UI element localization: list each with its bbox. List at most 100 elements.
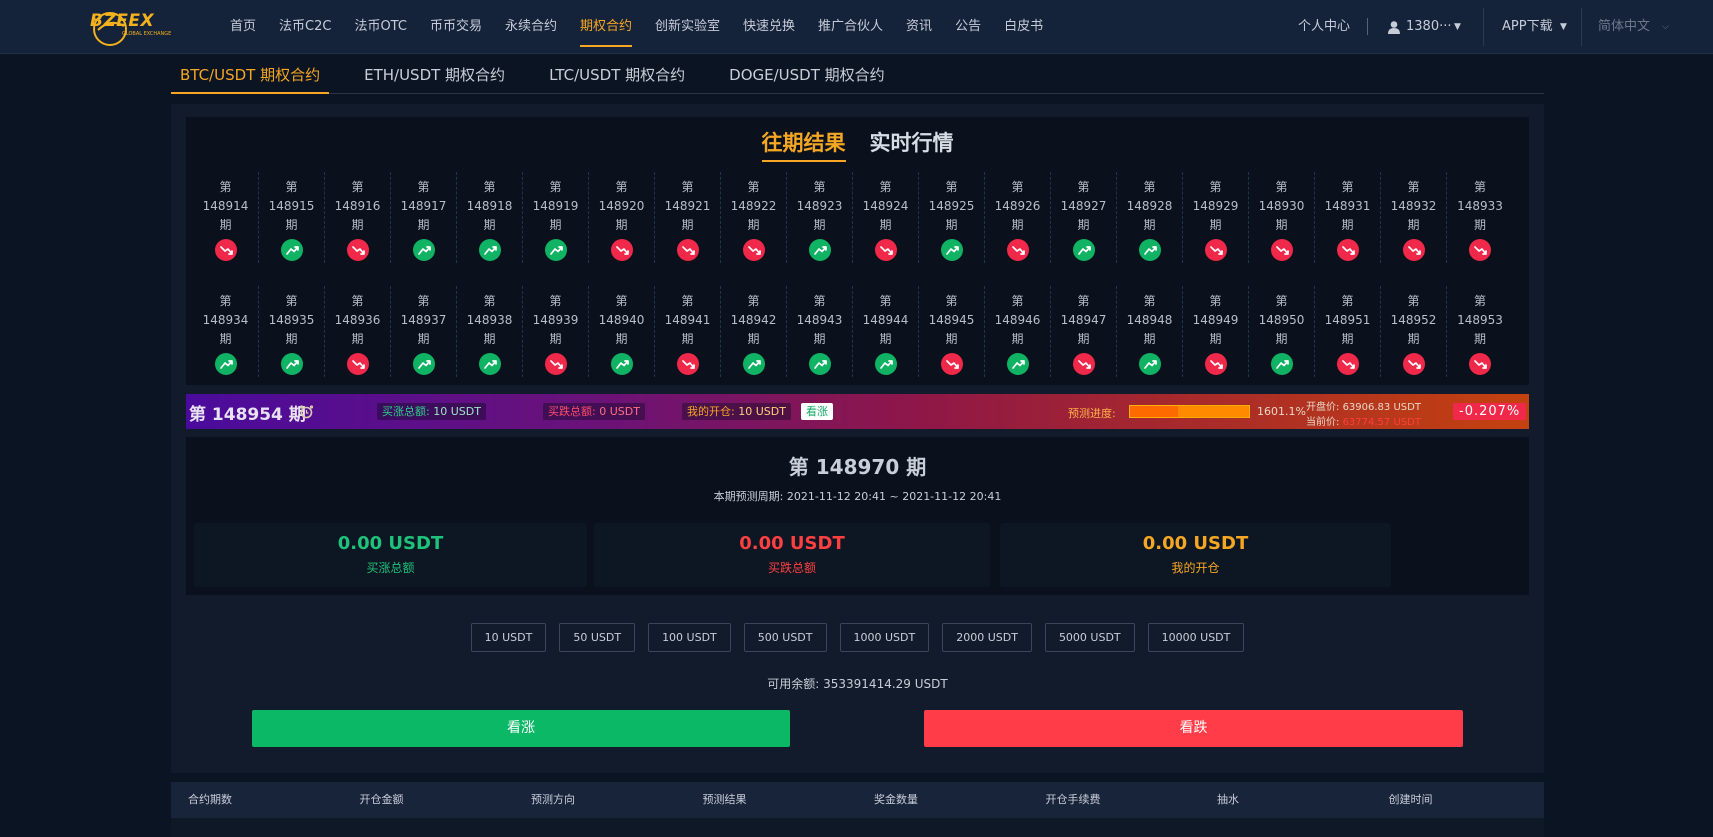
history-panel: 往期结果 实时行情 第 148914 期第 148915 期第 148916 期第 148917… bbox=[186, 117, 1529, 385]
current-period-panel: 第 148970 期 本期预测周期: 2021-11-12 20:41 ~ 20… bbox=[186, 437, 1529, 595]
period-suffix: 期 bbox=[879, 218, 892, 232]
table-header: 合约期数 bbox=[188, 793, 232, 806]
period-number: 148946 bbox=[994, 313, 1041, 327]
period-suffix: 期 bbox=[1407, 332, 1420, 346]
user-center[interactable]: 个人中心 bbox=[1298, 19, 1351, 34]
buy-down-button[interactable]: 看跌 bbox=[924, 710, 1463, 747]
period-prefix: 第 bbox=[1275, 180, 1288, 194]
app-download[interactable]: APP下载 bbox=[1502, 19, 1553, 34]
period-number: 148923 bbox=[796, 199, 843, 213]
period-number: 148932 bbox=[1390, 199, 1437, 213]
amount-button[interactable]: 10000 USDT bbox=[1147, 623, 1245, 652]
period-cell: 第 148949 期 bbox=[1183, 286, 1249, 377]
up-icon bbox=[280, 353, 303, 375]
label: 买跌总额: bbox=[548, 405, 596, 418]
period-suffix: 期 bbox=[219, 332, 232, 346]
period-cell: 第 148932 期 bbox=[1381, 172, 1447, 263]
nav-item[interactable]: 永续合约 bbox=[504, 19, 557, 34]
period-number: 148938 bbox=[466, 313, 513, 327]
period-suffix: 期 bbox=[681, 218, 694, 232]
nav-item[interactable]: 法币OTC bbox=[354, 19, 407, 34]
up-icon bbox=[412, 353, 435, 375]
nav-item[interactable]: 首页 bbox=[230, 19, 257, 34]
period-prefix: 第 bbox=[1473, 294, 1486, 308]
period-number: 148939 bbox=[532, 313, 579, 327]
orders-table-header: 合约期数 开仓金额 预测方向 预测结果 奖金数量 开仓手续费 抽水 创建时间 bbox=[171, 782, 1544, 818]
down-icon bbox=[1204, 239, 1227, 261]
period-number: 148915 bbox=[268, 199, 315, 213]
period-cell: 第 148950 期 bbox=[1249, 286, 1315, 377]
up-icon bbox=[742, 353, 765, 375]
stat-box: 0.00 USDT 买跌总额 bbox=[594, 523, 990, 587]
period-number: 148918 bbox=[466, 199, 513, 213]
down-icon bbox=[1006, 239, 1029, 261]
amount-button[interactable]: 2000 USDT bbox=[942, 623, 1032, 652]
period-cell: 第 148929 期 bbox=[1183, 172, 1249, 263]
period-cell: 第 148947 期 bbox=[1051, 286, 1117, 377]
amount-options: 10 USDT 50 USDT 100 USDT 500 USDT 1000 USDT 2… bbox=[171, 623, 1544, 652]
period-number: 148917 bbox=[400, 199, 447, 213]
period-prefix: 第 bbox=[681, 294, 694, 308]
period-suffix: 期 bbox=[1011, 218, 1024, 232]
nav-item[interactable]: 公告 bbox=[955, 19, 982, 34]
period-prefix: 第 bbox=[483, 294, 496, 308]
period-cell: 第 148936 期 bbox=[325, 286, 391, 377]
label: 开盘价: bbox=[1306, 402, 1340, 413]
amount-button[interactable]: 1000 USDT bbox=[839, 623, 930, 652]
period-cell: 第 148951 期 bbox=[1315, 286, 1381, 377]
period-cell: 第 148948 期 bbox=[1117, 286, 1183, 377]
language-select[interactable]: 简体中文 bbox=[1598, 19, 1651, 34]
nav-item[interactable]: 期权合约 bbox=[579, 0, 633, 54]
nav-item[interactable]: 创新实验室 bbox=[655, 19, 721, 34]
period-cell: 第 148937 期 bbox=[391, 286, 457, 377]
contract-tab[interactable]: ETH/USDT 期权合约 bbox=[364, 66, 506, 84]
history-tab[interactable]: 往期结果 bbox=[761, 127, 846, 162]
period-cell: 第 148919 期 bbox=[523, 172, 589, 263]
period-number: 148949 bbox=[1192, 313, 1239, 327]
table-header: 预测方向 bbox=[531, 793, 575, 806]
period-prefix: 第 bbox=[1143, 294, 1156, 308]
down-icon bbox=[346, 239, 369, 261]
separator bbox=[1581, 8, 1582, 46]
period-prefix: 第 bbox=[417, 180, 430, 194]
period-suffix: 期 bbox=[681, 332, 694, 346]
label: 我的开仓: bbox=[687, 405, 735, 418]
user-account[interactable]: 1380··· bbox=[1406, 19, 1452, 34]
table-cell: 10 bbox=[360, 826, 374, 837]
nav-item[interactable]: 推广合伙人 bbox=[818, 19, 884, 34]
period-suffix: 期 bbox=[1473, 218, 1486, 232]
period-number: 148933 bbox=[1457, 199, 1503, 213]
up-icon bbox=[1138, 353, 1161, 375]
up-icon bbox=[610, 353, 633, 375]
period-cell: 第 148914 期 bbox=[193, 172, 259, 263]
period-number: 148931 bbox=[1324, 199, 1371, 213]
amount-button[interactable]: 10 USDT bbox=[470, 623, 547, 652]
period-number: 148950 bbox=[1258, 313, 1305, 327]
period-cell: 第 148943 期 bbox=[787, 286, 853, 377]
nav-item[interactable]: 币币交易 bbox=[429, 19, 482, 34]
nav-item[interactable]: 资讯 bbox=[906, 19, 933, 34]
stat-value: 0.00 USDT bbox=[337, 533, 444, 554]
amount-button[interactable]: 5000 USDT bbox=[1044, 623, 1135, 652]
period-suffix: 期 bbox=[1077, 332, 1090, 346]
nav-item[interactable]: 白皮书 bbox=[1004, 19, 1044, 34]
period-prefix: 第 bbox=[879, 294, 892, 308]
value: 0 USDT bbox=[599, 405, 640, 418]
contract-tab[interactable]: LTC/USDT 期权合约 bbox=[549, 66, 686, 84]
period-cell: 第 148952 期 bbox=[1381, 286, 1447, 377]
amount-button[interactable]: 500 USDT bbox=[743, 623, 827, 652]
buy-up-button[interactable]: 看涨 bbox=[252, 710, 790, 747]
up-icon bbox=[808, 353, 831, 375]
table-cell: 2021-11-12 20:34 bbox=[1389, 826, 1488, 837]
period-prefix: 第 bbox=[1341, 180, 1354, 194]
contract-tab[interactable]: BTC/USDT 期权合约 bbox=[171, 56, 330, 94]
logo-icon bbox=[93, 12, 127, 46]
period-prefix: 第 bbox=[945, 294, 958, 308]
history-tab[interactable]: 实时行情 bbox=[869, 131, 954, 155]
contract-tab[interactable]: DOGE/USDT 期权合约 bbox=[729, 66, 885, 84]
amount-button[interactable]: 50 USDT bbox=[559, 623, 636, 652]
nav-item[interactable]: 法币C2C bbox=[279, 19, 332, 34]
amount-button[interactable]: 100 USDT bbox=[648, 623, 731, 652]
available-balance: 可用余额: 353391414.29 USDT bbox=[767, 677, 948, 691]
nav-item[interactable]: 快速兑换 bbox=[743, 19, 796, 34]
